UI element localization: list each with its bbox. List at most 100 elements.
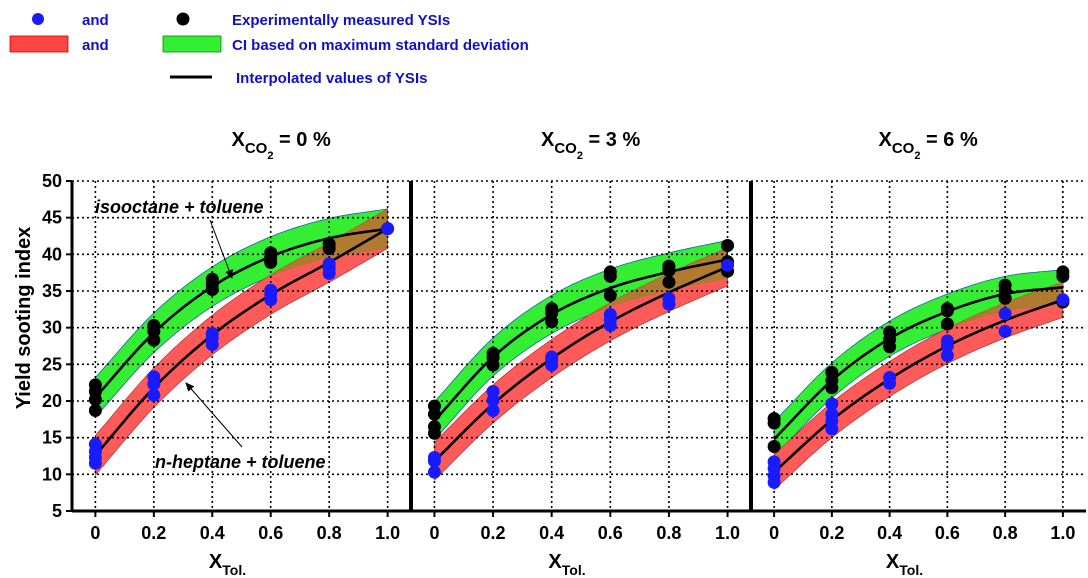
- panels: 0 0.2 0.4 0.6 0.8 1.0 XTol. XCO2 = 0 % 0 0.2 0.4 0.…: [42, 129, 1086, 578]
- data-point-isooctane: [662, 275, 676, 289]
- bands-0: [94, 208, 389, 476]
- data-point-heptane: [998, 307, 1012, 321]
- data-point-isooctane: [88, 404, 102, 418]
- y-tick-label: 15: [42, 428, 62, 448]
- data-point-heptane: [486, 404, 500, 418]
- data-point-isooctane: [603, 288, 617, 302]
- x-tick-label: 1.0: [1050, 523, 1075, 543]
- x-tick-label: 1.0: [375, 523, 400, 543]
- y-tick-label: 40: [42, 244, 62, 264]
- x-axis-label: XTol.: [548, 551, 585, 578]
- x-tick-label: 1.0: [715, 523, 740, 543]
- data-point-isooctane: [767, 439, 781, 453]
- data-point-isooctane: [721, 239, 735, 253]
- x-tick-label: 0.2: [819, 523, 844, 543]
- chart-panel-0: 0 0.2 0.4 0.6 0.8 1.0 XTol. XCO2 = 0 %: [70, 129, 411, 578]
- data-point-heptane: [88, 437, 102, 451]
- data-point-isooctane: [427, 420, 441, 434]
- fit-line-heptane: [94, 227, 389, 457]
- legend-black-marker: [176, 12, 190, 26]
- data-point-heptane: [205, 327, 219, 341]
- legend-blue-marker: [32, 13, 44, 25]
- legend-fit-label: Interpolated values of YSIs: [236, 70, 427, 87]
- data-point-heptane: [486, 384, 500, 398]
- annotation-isooctane: isooctane + toluene: [95, 197, 264, 217]
- data-point-isooctane: [205, 272, 219, 286]
- data-point-heptane: [721, 258, 735, 272]
- data-point-isooctane: [322, 237, 336, 251]
- y-axis-label: Yield sooting index: [13, 227, 35, 410]
- bands-1: [434, 239, 728, 481]
- grid-1: [411, 180, 751, 511]
- y-tick-label: 20: [42, 391, 62, 411]
- x-axis-label: XTol.: [209, 551, 246, 578]
- chart-panel-1: 0 0.2 0.4 0.6 0.8 1.0 XTol. XCO2 = 3 %: [409, 129, 751, 578]
- grid-0: [72, 180, 411, 511]
- x-tick-label: 0.2: [141, 523, 166, 543]
- data-point-heptane: [767, 455, 781, 469]
- annotations: isooctane + toluene n-heptane + toluene: [95, 197, 326, 472]
- y-tick-label: 10: [42, 464, 62, 484]
- data-point-heptane: [603, 307, 617, 321]
- y-tick-label: 5: [52, 501, 62, 521]
- x-tick-label: 0: [90, 523, 100, 543]
- data-point-heptane: [147, 388, 161, 402]
- data-point-isooctane: [998, 278, 1012, 292]
- data-point-isooctane: [940, 302, 954, 316]
- data-point-heptane: [147, 370, 161, 384]
- legend-red-label: and: [82, 37, 109, 54]
- fit-line-heptane: [773, 298, 1064, 474]
- data-point-isooctane: [603, 265, 617, 279]
- data-point-heptane: [264, 283, 278, 297]
- x-tick-label: 0.6: [258, 523, 283, 543]
- data-point-heptane: [545, 350, 559, 364]
- x-tick-label: 0: [429, 523, 439, 543]
- data-point-isooctane: [264, 246, 278, 260]
- fit-line-heptane: [433, 265, 729, 463]
- data-point-heptane: [427, 450, 441, 464]
- x-tick-label: 0.4: [539, 523, 564, 543]
- panel-title: XCO2 = 6 %: [879, 129, 978, 162]
- legend-blue-label: and: [82, 12, 109, 29]
- legend-green-box: [162, 35, 222, 53]
- band-overlap: [434, 247, 728, 440]
- band-heptane: [95, 208, 388, 476]
- x-tick-label: 0.6: [598, 523, 623, 543]
- data-point-isooctane: [545, 302, 559, 316]
- grid-2: [751, 180, 1086, 511]
- legend-measured-label: Experimentally measured YSIs: [232, 12, 450, 29]
- data-point-isooctane: [486, 346, 500, 360]
- y-tick-label: 25: [42, 354, 62, 374]
- legend-red-box: [9, 35, 69, 53]
- x-axis-label: XTol.: [886, 551, 923, 578]
- data-point-isooctane: [1056, 265, 1070, 279]
- y-tick-label: 30: [42, 318, 62, 338]
- data-point-heptane: [427, 465, 441, 479]
- annotation-heptane: n-heptane + toluene: [155, 452, 326, 472]
- x-tick-label: 0.4: [877, 523, 902, 543]
- legend-ci-label: CI based on maximum standard deviation: [232, 37, 529, 54]
- data-point-heptane: [381, 222, 395, 236]
- data-point-heptane: [1056, 293, 1070, 307]
- data-point-heptane: [825, 407, 839, 421]
- data-point-heptane: [883, 371, 897, 385]
- y-tick-label: 45: [42, 208, 62, 228]
- data-point-isooctane: [940, 317, 954, 331]
- panel-title: XCO2 = 3 %: [541, 129, 640, 162]
- x-tick-label: 0.2: [481, 523, 506, 543]
- data-point-isooctane: [147, 318, 161, 332]
- y-axis: 5 10 15 20 25 30 35 40 45 50: [42, 171, 72, 521]
- fit-line-isooctane: [94, 227, 388, 399]
- annotation-arrow-heptane: [185, 382, 243, 448]
- data-point-heptane: [825, 397, 839, 411]
- data-point-isooctane: [767, 412, 781, 426]
- band-heptane: [434, 247, 728, 481]
- x-tick-label: 0.8: [317, 523, 342, 543]
- data-point-isooctane: [662, 259, 676, 273]
- panel-title: XCO2 = 0 %: [232, 129, 331, 162]
- data-point-isooctane: [88, 378, 102, 392]
- y-tick-label: 50: [42, 171, 62, 191]
- y-tick-label: 35: [42, 281, 62, 301]
- data-point-heptane: [998, 324, 1012, 338]
